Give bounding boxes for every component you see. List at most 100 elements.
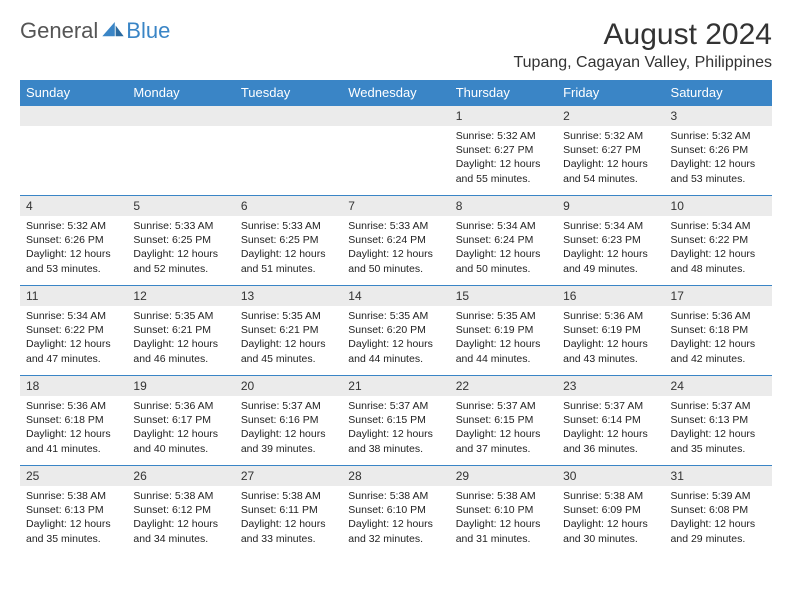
day-details: Sunrise: 5:36 AMSunset: 6:17 PMDaylight:…: [127, 396, 234, 462]
day-details: Sunrise: 5:34 AMSunset: 6:22 PMDaylight:…: [20, 306, 127, 372]
day-details: Sunrise: 5:36 AMSunset: 6:18 PMDaylight:…: [665, 306, 772, 372]
logo-word-2: Blue: [126, 18, 170, 44]
logo: General Blue: [20, 18, 170, 44]
page-header: General Blue August 2024 Tupang, Cagayan…: [20, 18, 772, 72]
calendar-cell: 8Sunrise: 5:34 AMSunset: 6:24 PMDaylight…: [450, 196, 557, 286]
day-details: Sunrise: 5:32 AMSunset: 6:26 PMDaylight:…: [665, 126, 772, 192]
day-number: 19: [127, 376, 234, 396]
weekday-header: Friday: [557, 80, 664, 106]
day-number: 9: [557, 196, 664, 216]
day-details: Sunrise: 5:36 AMSunset: 6:18 PMDaylight:…: [20, 396, 127, 462]
calendar-week-row: 25Sunrise: 5:38 AMSunset: 6:13 PMDayligh…: [20, 466, 772, 556]
day-details: Sunrise: 5:32 AMSunset: 6:26 PMDaylight:…: [20, 216, 127, 282]
calendar-body: 1Sunrise: 5:32 AMSunset: 6:27 PMDaylight…: [20, 106, 772, 556]
day-details: Sunrise: 5:38 AMSunset: 6:10 PMDaylight:…: [342, 486, 449, 552]
day-details: Sunrise: 5:36 AMSunset: 6:19 PMDaylight:…: [557, 306, 664, 372]
day-details: Sunrise: 5:39 AMSunset: 6:08 PMDaylight:…: [665, 486, 772, 552]
day-number: 8: [450, 196, 557, 216]
calendar-cell: 19Sunrise: 5:36 AMSunset: 6:17 PMDayligh…: [127, 376, 234, 466]
day-number: 16: [557, 286, 664, 306]
day-number: 27: [235, 466, 342, 486]
day-number: 12: [127, 286, 234, 306]
calendar-cell: [20, 106, 127, 196]
day-details: Sunrise: 5:34 AMSunset: 6:23 PMDaylight:…: [557, 216, 664, 282]
calendar-cell: 26Sunrise: 5:38 AMSunset: 6:12 PMDayligh…: [127, 466, 234, 556]
day-details: Sunrise: 5:38 AMSunset: 6:09 PMDaylight:…: [557, 486, 664, 552]
calendar-cell: 23Sunrise: 5:37 AMSunset: 6:14 PMDayligh…: [557, 376, 664, 466]
day-number: 31: [665, 466, 772, 486]
calendar-cell: 6Sunrise: 5:33 AMSunset: 6:25 PMDaylight…: [235, 196, 342, 286]
calendar-cell: 2Sunrise: 5:32 AMSunset: 6:27 PMDaylight…: [557, 106, 664, 196]
title-block: August 2024 Tupang, Cagayan Valley, Phil…: [513, 18, 772, 72]
day-number: 17: [665, 286, 772, 306]
calendar-cell: 11Sunrise: 5:34 AMSunset: 6:22 PMDayligh…: [20, 286, 127, 376]
calendar-cell: 30Sunrise: 5:38 AMSunset: 6:09 PMDayligh…: [557, 466, 664, 556]
day-details: Sunrise: 5:33 AMSunset: 6:25 PMDaylight:…: [235, 216, 342, 282]
calendar-cell: 13Sunrise: 5:35 AMSunset: 6:21 PMDayligh…: [235, 286, 342, 376]
calendar-cell: 18Sunrise: 5:36 AMSunset: 6:18 PMDayligh…: [20, 376, 127, 466]
day-details: Sunrise: 5:34 AMSunset: 6:24 PMDaylight:…: [450, 216, 557, 282]
day-number: 3: [665, 106, 772, 126]
day-details: Sunrise: 5:35 AMSunset: 6:20 PMDaylight:…: [342, 306, 449, 372]
calendar-cell: [235, 106, 342, 196]
day-details: Sunrise: 5:33 AMSunset: 6:24 PMDaylight:…: [342, 216, 449, 282]
calendar-cell: 3Sunrise: 5:32 AMSunset: 6:26 PMDaylight…: [665, 106, 772, 196]
day-details: Sunrise: 5:32 AMSunset: 6:27 PMDaylight:…: [450, 126, 557, 192]
day-number: 20: [235, 376, 342, 396]
calendar-cell: 27Sunrise: 5:38 AMSunset: 6:11 PMDayligh…: [235, 466, 342, 556]
calendar-cell: [127, 106, 234, 196]
calendar-cell: 25Sunrise: 5:38 AMSunset: 6:13 PMDayligh…: [20, 466, 127, 556]
weekday-header: Wednesday: [342, 80, 449, 106]
calendar-week-row: 4Sunrise: 5:32 AMSunset: 6:26 PMDaylight…: [20, 196, 772, 286]
calendar-header-row: SundayMondayTuesdayWednesdayThursdayFrid…: [20, 80, 772, 106]
calendar-cell: 1Sunrise: 5:32 AMSunset: 6:27 PMDaylight…: [450, 106, 557, 196]
day-number: 14: [342, 286, 449, 306]
day-number: 22: [450, 376, 557, 396]
day-number: 26: [127, 466, 234, 486]
calendar-cell: 12Sunrise: 5:35 AMSunset: 6:21 PMDayligh…: [127, 286, 234, 376]
day-number: 13: [235, 286, 342, 306]
day-number: 2: [557, 106, 664, 126]
calendar-cell: 9Sunrise: 5:34 AMSunset: 6:23 PMDaylight…: [557, 196, 664, 286]
day-details: Sunrise: 5:37 AMSunset: 6:15 PMDaylight:…: [342, 396, 449, 462]
day-number: 11: [20, 286, 127, 306]
day-details: Sunrise: 5:37 AMSunset: 6:15 PMDaylight:…: [450, 396, 557, 462]
day-details: Sunrise: 5:35 AMSunset: 6:19 PMDaylight:…: [450, 306, 557, 372]
day-details: Sunrise: 5:35 AMSunset: 6:21 PMDaylight:…: [235, 306, 342, 372]
calendar-cell: 7Sunrise: 5:33 AMSunset: 6:24 PMDaylight…: [342, 196, 449, 286]
day-number: [235, 106, 342, 126]
calendar-cell: 16Sunrise: 5:36 AMSunset: 6:19 PMDayligh…: [557, 286, 664, 376]
day-number: 7: [342, 196, 449, 216]
calendar-cell: 28Sunrise: 5:38 AMSunset: 6:10 PMDayligh…: [342, 466, 449, 556]
calendar-cell: 20Sunrise: 5:37 AMSunset: 6:16 PMDayligh…: [235, 376, 342, 466]
calendar-week-row: 18Sunrise: 5:36 AMSunset: 6:18 PMDayligh…: [20, 376, 772, 466]
day-details: Sunrise: 5:33 AMSunset: 6:25 PMDaylight:…: [127, 216, 234, 282]
day-number: [127, 106, 234, 126]
day-number: 1: [450, 106, 557, 126]
calendar-cell: 4Sunrise: 5:32 AMSunset: 6:26 PMDaylight…: [20, 196, 127, 286]
day-number: 21: [342, 376, 449, 396]
day-details: Sunrise: 5:38 AMSunset: 6:13 PMDaylight:…: [20, 486, 127, 552]
day-details: Sunrise: 5:38 AMSunset: 6:12 PMDaylight:…: [127, 486, 234, 552]
day-number: 10: [665, 196, 772, 216]
day-details: Sunrise: 5:37 AMSunset: 6:14 PMDaylight:…: [557, 396, 664, 462]
calendar-cell: 5Sunrise: 5:33 AMSunset: 6:25 PMDaylight…: [127, 196, 234, 286]
weekday-header: Thursday: [450, 80, 557, 106]
day-number: [20, 106, 127, 126]
calendar-cell: 29Sunrise: 5:38 AMSunset: 6:10 PMDayligh…: [450, 466, 557, 556]
day-details: Sunrise: 5:37 AMSunset: 6:16 PMDaylight:…: [235, 396, 342, 462]
calendar-cell: 22Sunrise: 5:37 AMSunset: 6:15 PMDayligh…: [450, 376, 557, 466]
day-number: 23: [557, 376, 664, 396]
day-number: 5: [127, 196, 234, 216]
day-number: 18: [20, 376, 127, 396]
calendar-cell: 21Sunrise: 5:37 AMSunset: 6:15 PMDayligh…: [342, 376, 449, 466]
weekday-header: Sunday: [20, 80, 127, 106]
calendar-table: SundayMondayTuesdayWednesdayThursdayFrid…: [20, 80, 772, 556]
day-number: 4: [20, 196, 127, 216]
day-details: Sunrise: 5:38 AMSunset: 6:11 PMDaylight:…: [235, 486, 342, 552]
day-number: 28: [342, 466, 449, 486]
location-subtitle: Tupang, Cagayan Valley, Philippines: [513, 54, 772, 72]
day-details: Sunrise: 5:32 AMSunset: 6:27 PMDaylight:…: [557, 126, 664, 192]
weekday-header: Monday: [127, 80, 234, 106]
day-number: 30: [557, 466, 664, 486]
